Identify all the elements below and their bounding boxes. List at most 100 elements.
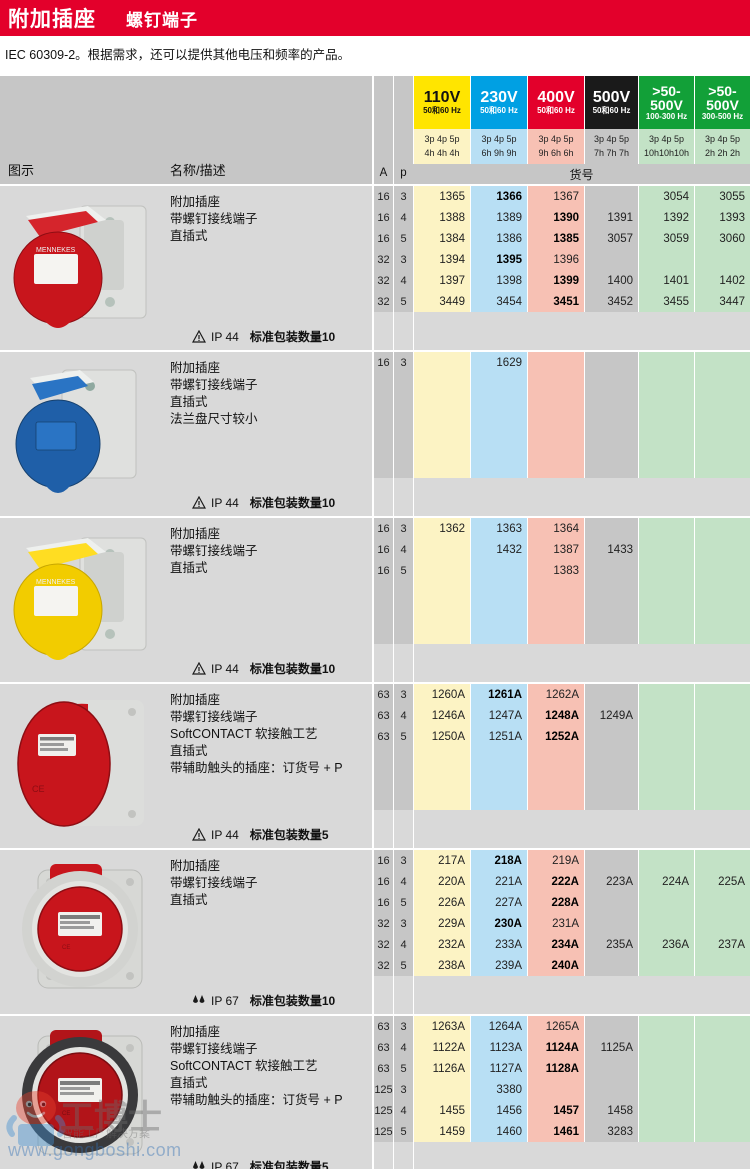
product-order-grid: 16 3 1365 1366 1367 3054 3055 16 4 1388 1389 1390 13… [373, 186, 750, 350]
cell-order-number [694, 913, 750, 934]
product-order-grid: 16 3 1362 1363 1364 16 4 1432 1387 1433 16 5 1383 [373, 518, 750, 682]
cell-amperage: 16 [373, 892, 393, 913]
product-description-line: SoftCONTACT 软接触工艺 [170, 1058, 318, 1073]
table-row: 63 5 1250A 1251A 1252A [373, 726, 750, 747]
product-description: 附加插座 带螺钉接线端子 直插式 [170, 858, 370, 909]
ip-rating-line: IP 44 标准包装数量10 [192, 660, 335, 677]
cell-poles: 4 [393, 539, 413, 560]
cell-order-number [638, 892, 694, 913]
cell-order-number: 3055 [694, 186, 750, 207]
cell-order-number: 1128A [527, 1058, 584, 1079]
cell-order-number [694, 1100, 750, 1121]
cell-order-number: 1125A [584, 1037, 638, 1058]
table-header-left: 图示 名称/描述 [0, 76, 372, 184]
cell-order-number: 226A [413, 892, 470, 913]
product-description-line: 附加插座 [170, 1025, 221, 1039]
pole-hour-row: 9h 6h 6h [538, 147, 574, 158]
pack-quantity-label: 标准包装数量10 [249, 662, 336, 676]
ip-rating-label: IP 67 [211, 993, 239, 1008]
filler-cell [694, 747, 750, 810]
cell-poles: 5 [393, 726, 413, 747]
cell-order-number: 1457 [527, 1100, 584, 1121]
cell-order-number [638, 1016, 694, 1037]
cell-order-number: 1265A [527, 1016, 584, 1037]
product-description-line: 法兰盘尺寸较小 [170, 411, 258, 426]
product-order-grid: 63 3 1263A 1264A 1265A 63 4 1122A 1123A 1124A 1125… [373, 1016, 750, 1169]
cell-order-number: 238A [413, 955, 470, 976]
cell-order-number: 1384 [413, 228, 470, 249]
filler-cell [393, 373, 413, 478]
cell-order-number: 3057 [584, 228, 638, 249]
cell-order-number: 240A [527, 955, 584, 976]
cell-poles: 5 [393, 1058, 413, 1079]
product-description: 附加插座 带螺钉接线端子 直插式 [170, 194, 370, 245]
cell-order-number: 1246A [413, 705, 470, 726]
cell-poles: 5 [393, 291, 413, 312]
cell-order-number: 1367 [527, 186, 584, 207]
table-row: 125 5 1459 1460 1461 3283 [373, 1121, 750, 1142]
product-description-line: 附加插座 [170, 693, 221, 707]
voltage-frequency: 50和60 Hz [537, 106, 575, 116]
product-description-line: 带螺钉接线端子 [170, 875, 258, 890]
cell-order-number [694, 539, 750, 560]
cell-amperage: 16 [373, 850, 393, 871]
bottom-strip-cell [373, 976, 393, 1014]
warning-triangle-icon [192, 828, 206, 841]
cell-order-number: 1399 [527, 270, 584, 291]
ip-rating-line: IP 67 标准包装数量10 [192, 992, 335, 1009]
cell-order-number [584, 913, 638, 934]
table-row: 32 3 1394 1395 1396 [373, 249, 750, 270]
product-description-line: 附加插座 [170, 527, 221, 541]
product-description-line: 带螺钉接线端子 [170, 709, 258, 724]
cell-order-number: 220A [413, 871, 470, 892]
cell-order-number: 1432 [470, 539, 527, 560]
ip-rating-label: IP 44 [211, 827, 239, 842]
cell-poles: 4 [393, 1100, 413, 1121]
ip-rating-line: IP 67 标准包装数量5 [192, 1158, 329, 1169]
cell-poles: 5 [393, 228, 413, 249]
cell-order-number [694, 726, 750, 747]
cell-order-number: 235A [584, 934, 638, 955]
cell-amperage: 63 [373, 1037, 393, 1058]
cell-poles: 5 [393, 892, 413, 913]
voltage-pole-spec: 3p 4p 5p 9h 6h 6h [528, 129, 584, 164]
cell-order-number: 3447 [694, 291, 750, 312]
grid-filler-row [373, 373, 750, 478]
cell-order-number [694, 1037, 750, 1058]
cell-order-number: 1458 [584, 1100, 638, 1121]
bottom-strip-cell [393, 312, 413, 350]
pack-quantity-label: 标准包装数量10 [249, 330, 336, 344]
cell-order-number: 1459 [413, 1121, 470, 1142]
table-row: 63 3 1263A 1264A 1265A [373, 1016, 750, 1037]
cell-amperage: 16 [373, 228, 393, 249]
cell-order-number [638, 705, 694, 726]
voltage-pole-spec: 3p 4p 5p 7h 7h 7h [585, 129, 638, 164]
table-row: 16 3 1365 1366 1367 3054 3055 [373, 186, 750, 207]
product-description-line: 带螺钉接线端子 [170, 1041, 258, 1056]
voltage-frequency: 100-300 Hz [645, 112, 688, 122]
warning-triangle-icon [192, 662, 206, 675]
cell-order-number: 3054 [638, 186, 694, 207]
product-info-panel: CE 附加插座 带螺钉接线端子 SoftCONTACT 软接触工艺 直插式 带辅助触头的… [0, 684, 372, 848]
cell-order-number: 1401 [638, 270, 694, 291]
table-row: 16 4 1388 1389 1390 1391 1392 1393 [373, 207, 750, 228]
filler-cell [638, 581, 694, 644]
cell-order-number [694, 705, 750, 726]
cell-poles: 5 [393, 1121, 413, 1142]
voltage-frequency: 50和60 Hz [423, 106, 461, 116]
product-order-grid: 63 3 1260A 1261A 1262A 63 4 1246A 1247A 1248A 1249… [373, 684, 750, 848]
filler-cell [413, 373, 470, 478]
cell-order-number: 3452 [584, 291, 638, 312]
cell-poles: 3 [393, 913, 413, 934]
warning-triangle-icon [192, 330, 206, 343]
cell-order-number: 229A [413, 913, 470, 934]
warning-triangle-icon [192, 496, 206, 509]
product-table: 图示 名称/描述 A p 110V 50和60 Hz 3p 4p 5p 4h 4h 4… [0, 76, 750, 1169]
cell-order-number: 1263A [413, 1016, 470, 1037]
cell-order-number: 1251A [470, 726, 527, 747]
pole-hour-row: 10h10h10h [643, 147, 690, 158]
cell-poles: 3 [393, 186, 413, 207]
cell-order-number: 1123A [470, 1037, 527, 1058]
header-image-col: 图示 [8, 163, 35, 178]
pole-hour-row: 7h 7h 7h [593, 147, 630, 158]
